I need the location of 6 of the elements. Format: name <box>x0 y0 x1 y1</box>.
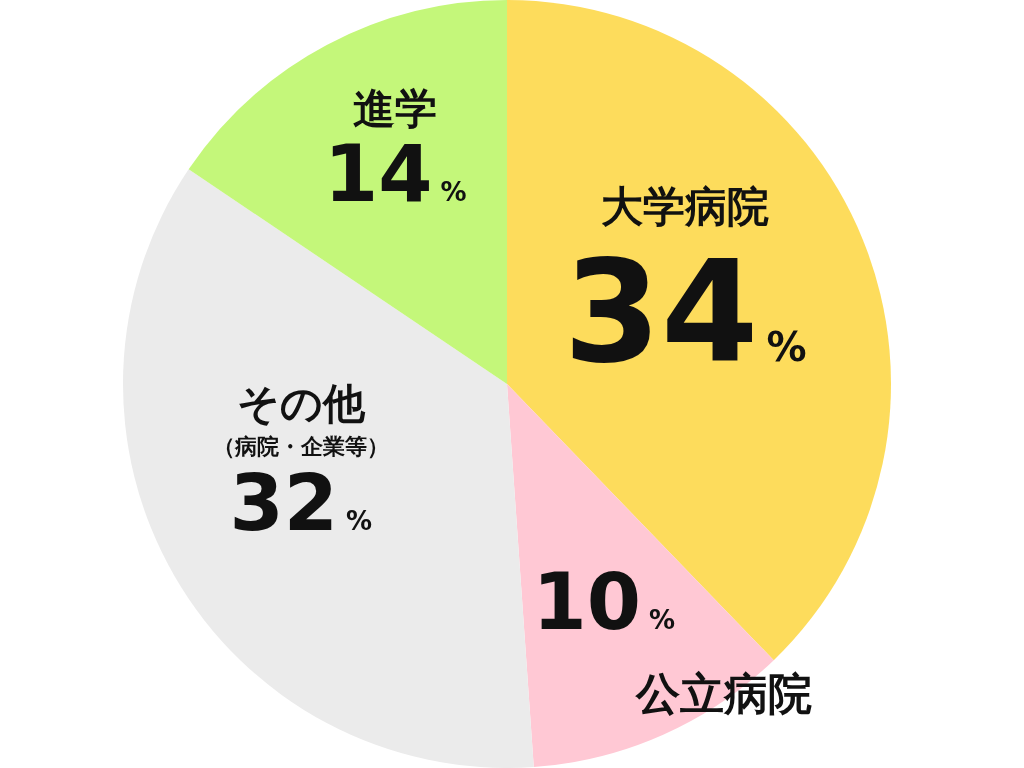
data-label: 32% <box>229 458 373 549</box>
slice-label: 大学病院 <box>601 182 770 232</box>
data-label: 10% <box>532 556 676 647</box>
data-label: 34% <box>563 231 807 395</box>
slice-label: その他（病院・企業等） <box>212 379 389 460</box>
slice-label: 公立病院 <box>634 667 812 719</box>
